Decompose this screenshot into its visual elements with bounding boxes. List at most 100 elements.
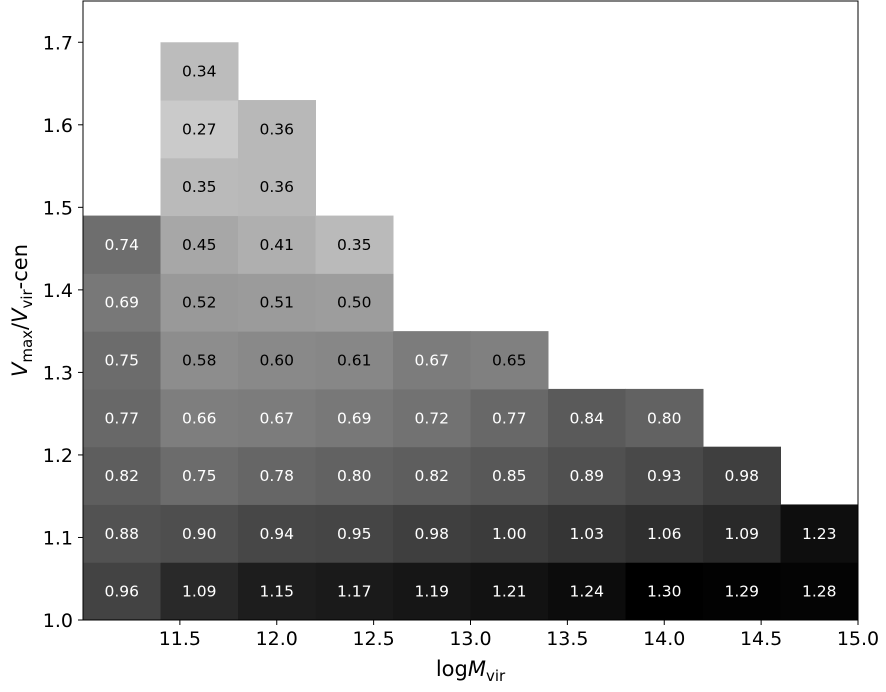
heatmap-cell <box>315 504 394 563</box>
heatmap-cell-label: 0.82 <box>414 467 449 485</box>
heatmap-cell-label: 1.19 <box>414 583 449 601</box>
x-axis-label-main: M <box>468 657 486 681</box>
heatmap-cell <box>780 504 859 563</box>
heatmap-cell-label: 0.82 <box>104 467 139 485</box>
heatmap-cell-label: 0.66 <box>182 409 217 427</box>
heatmap-cell <box>238 215 316 274</box>
heatmap-cell-label: 0.75 <box>104 352 139 370</box>
heatmap-cell <box>315 562 394 621</box>
y-axis-ticks: 1.0 1.1 1.2 1.3 1.4 1.5 1.6 1.7 <box>43 32 83 632</box>
heatmap-cell <box>470 504 549 563</box>
heatmap-cell-label: 0.75 <box>182 467 217 485</box>
heatmap-cell-label: 0.80 <box>647 409 682 427</box>
heatmap-cell-label: 1.09 <box>182 583 217 601</box>
heatmap-cell <box>83 273 161 332</box>
heatmap-cell-label: 1.30 <box>647 583 682 601</box>
heatmap-cell-label: 0.50 <box>337 294 372 312</box>
heatmap-cell-label: 0.27 <box>182 120 217 138</box>
heatmap-cell-label: 1.09 <box>724 525 759 543</box>
heatmap-cell-label: 0.95 <box>337 525 372 543</box>
heatmap-cell <box>548 388 626 448</box>
heatmap-cell-label: 1.21 <box>492 583 527 601</box>
y-tick-label: 1.4 <box>43 280 73 302</box>
x-tick-label: 14.0 <box>643 628 685 650</box>
heatmap-cell <box>238 504 316 563</box>
heatmap-cell-label: 0.94 <box>259 525 294 543</box>
heatmap-cell <box>238 388 316 448</box>
heatmap-cell <box>83 215 161 274</box>
heatmap-cell-label: 0.60 <box>259 352 294 370</box>
heatmap-cell-label: 0.36 <box>259 178 294 196</box>
heatmap-cell-label: 0.69 <box>104 294 139 312</box>
heatmap-cell <box>83 388 161 448</box>
heatmap-cell-label: 0.58 <box>182 352 217 370</box>
heatmap-cell <box>548 562 626 621</box>
x-axis-label: logMvir <box>436 657 506 685</box>
heatmap-cell-label: 1.03 <box>569 525 604 543</box>
heatmap-cell-label: 1.00 <box>492 525 527 543</box>
heatmap-cell <box>238 331 316 390</box>
y-tick-label: 1.1 <box>43 527 73 549</box>
x-tick-label: 13.0 <box>449 628 491 650</box>
heatmap-cell-label: 0.52 <box>182 294 217 312</box>
heatmap-cell <box>703 446 781 505</box>
heatmap-cell <box>315 446 394 505</box>
y-tick-label: 1.3 <box>43 362 73 384</box>
heatmap-cell-label: 0.88 <box>104 525 139 543</box>
heatmap-cell <box>625 388 704 448</box>
heatmap-cell <box>315 273 394 332</box>
heatmap-cell-label: 0.35 <box>182 178 217 196</box>
heatmap-cell-label: 1.29 <box>724 583 759 601</box>
heatmap-cell <box>83 446 161 505</box>
heatmap-cell-label: 0.41 <box>259 236 294 254</box>
heatmap-cell <box>548 504 626 563</box>
heatmap-cell-label: 0.80 <box>337 467 372 485</box>
heatmap-cell <box>393 388 471 448</box>
y-axis-label: Vmax/Vvir-cen <box>8 244 36 377</box>
heatmap-cell <box>160 157 239 217</box>
heatmap-cell <box>238 157 316 217</box>
y-axis-label-suffix: -cen <box>8 244 32 289</box>
y-tick-label: 1.0 <box>43 610 73 632</box>
heatmap-cell <box>625 446 704 505</box>
heatmap-cell <box>625 504 704 563</box>
heatmap-cell <box>625 562 704 621</box>
heatmap-cell <box>703 504 781 563</box>
heatmap-cell-label: 0.35 <box>337 236 372 254</box>
y-axis-label-sep: / <box>8 322 32 330</box>
heatmap-cell-label: 0.34 <box>182 63 217 81</box>
heatmap-cell <box>315 331 394 390</box>
heatmap-cell-label: 1.28 <box>802 583 837 601</box>
heatmap-cell-label: 0.93 <box>647 467 682 485</box>
x-axis-label-prefix: log <box>436 657 468 681</box>
heatmap-cell <box>393 562 471 621</box>
heatmap-cell-label: 0.36 <box>259 120 294 138</box>
heatmap-cell <box>160 388 239 448</box>
x-axis-ticks: 11.5 12.0 12.5 13.0 13.5 14.0 14.5 15.0 <box>159 620 879 650</box>
heatmap-cell <box>160 215 239 274</box>
heatmap-cell-label: 0.77 <box>104 409 139 427</box>
heatmap-cell <box>393 446 471 505</box>
heatmap-cell-label: 0.77 <box>492 409 527 427</box>
heatmap-cell <box>780 562 859 621</box>
y-axis-label-sub1: max <box>18 330 36 363</box>
heatmap-cell <box>83 331 161 390</box>
heatmap-cell <box>238 562 316 621</box>
heatmap-cell <box>238 273 316 332</box>
heatmap-cell <box>160 504 239 563</box>
heatmap-cell <box>160 100 239 159</box>
x-tick-label: 15.0 <box>837 628 879 650</box>
heatmap-cell-label: 1.23 <box>802 525 837 543</box>
heatmap-cell <box>315 388 394 448</box>
heatmap-cell-label: 1.17 <box>337 583 372 601</box>
heatmap-cell <box>238 446 316 505</box>
heatmap-cell <box>238 100 316 159</box>
heatmap-cell-label: 1.06 <box>647 525 682 543</box>
heatmap-cell <box>470 388 549 448</box>
x-axis-label-sub: vir <box>486 667 506 685</box>
heatmap-cell-label: 0.84 <box>569 409 604 427</box>
x-tick-label: 14.5 <box>740 628 782 650</box>
heatmap-cell-label: 0.74 <box>104 236 139 254</box>
y-axis-label-main: V <box>8 361 32 377</box>
heatmap-cell-label: 0.90 <box>182 525 217 543</box>
